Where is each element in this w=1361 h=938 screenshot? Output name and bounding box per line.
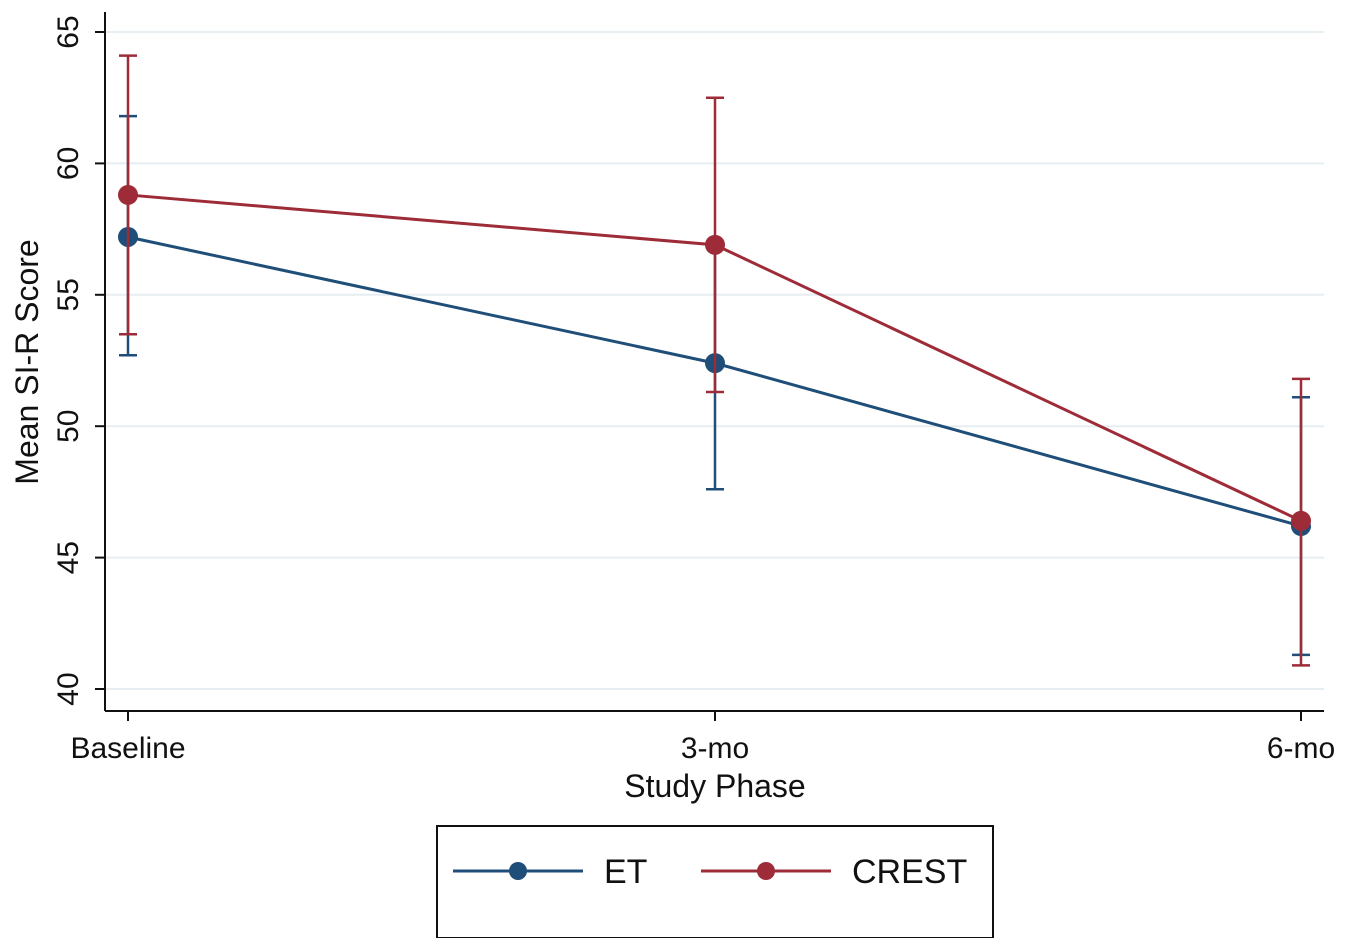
y-tick-label: 55	[52, 278, 85, 311]
y-tick-label: 45	[52, 541, 85, 574]
legend-et-marker	[509, 862, 527, 880]
legend-crest-label: CREST	[852, 853, 967, 891]
crest-point	[1291, 510, 1311, 531]
crest-point	[118, 184, 138, 205]
y-tick-label: 40	[52, 672, 85, 705]
x-tick-label: 3-mo	[681, 732, 749, 765]
y-tick-label: 60	[52, 147, 85, 180]
series	[118, 54, 1311, 667]
x-tick-label: 6-mo	[1267, 732, 1335, 765]
x-tick-label: Baseline	[70, 732, 185, 765]
series-crest	[118, 54, 1311, 667]
legend-box	[436, 825, 994, 938]
legend: ET CREST	[436, 825, 994, 938]
crest-point	[705, 234, 725, 255]
legend-crest-marker	[757, 862, 775, 880]
y-tick-label: 65	[52, 15, 85, 48]
legend-et-label: ET	[604, 853, 647, 891]
y-ticks: 40 45 50 55 60 65	[52, 15, 105, 706]
x-ticks: Baseline 3-mo 6-mo	[70, 711, 1335, 765]
y-tick-label: 50	[52, 410, 85, 443]
y-axis-title: Mean SI-R Score	[9, 239, 45, 484]
x-axis-title: Study Phase	[624, 768, 805, 804]
